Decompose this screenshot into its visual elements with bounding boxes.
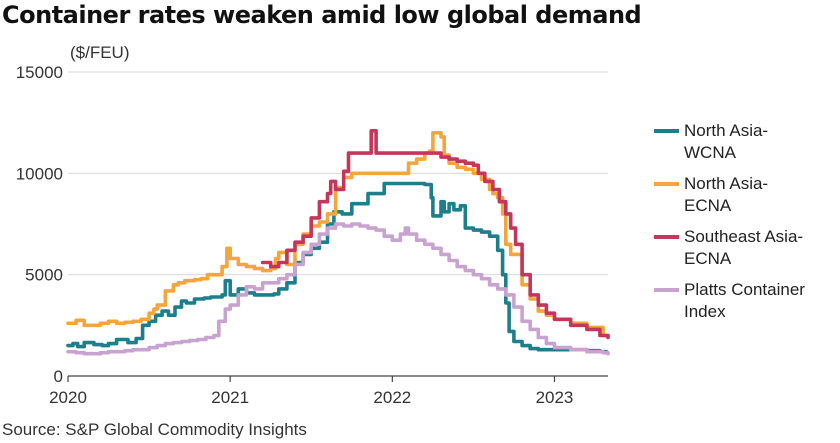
x-tick-label-2022: 2022 bbox=[373, 388, 411, 407]
legend-label-0: WCNA bbox=[684, 143, 736, 162]
series-line-3 bbox=[66, 222, 610, 356]
y-tick-label-10000: 10000 bbox=[16, 164, 63, 183]
x-tick-label-2021: 2021 bbox=[211, 388, 249, 407]
chart-title: Container rates weaken amid low global d… bbox=[2, 1, 642, 29]
legend-swatch-0 bbox=[654, 129, 679, 133]
y-tick-label-5000: 5000 bbox=[25, 266, 63, 285]
y-tick-label-15000: 15000 bbox=[16, 63, 63, 82]
legend-item-1: North Asia- ECNA bbox=[654, 173, 840, 217]
legend-label-3: Index bbox=[684, 302, 726, 321]
legend-swatch-1 bbox=[654, 182, 679, 186]
legend-label-3: Platts Container bbox=[684, 280, 805, 299]
legend-item-2: Southeast Asia- ECNA bbox=[654, 226, 840, 270]
series-line-1 bbox=[66, 131, 610, 338]
y-axis-unit-label: ($/FEU) bbox=[70, 43, 130, 62]
series-line-2 bbox=[260, 129, 610, 340]
x-tick-label-2023: 2023 bbox=[536, 388, 574, 407]
legend-item-0: North Asia- WCNA bbox=[654, 120, 840, 164]
legend-label-0: North Asia- bbox=[684, 121, 769, 140]
legend-label-2: Southeast Asia- bbox=[684, 227, 804, 246]
legend-label-1: North Asia- bbox=[684, 174, 769, 193]
legend-item-3: Platts Container Index bbox=[654, 279, 840, 323]
y-tick-label-0: 0 bbox=[54, 367, 63, 386]
legend-swatch-3 bbox=[654, 288, 679, 292]
x-tick-label-2020: 2020 bbox=[49, 388, 87, 407]
legend-swatch-2 bbox=[654, 235, 679, 239]
source-note: Source: S&P Global Commodity Insights bbox=[2, 420, 307, 439]
chart-legend: North Asia- WCNA North Asia- ECNA Southeast … bbox=[654, 120, 840, 332]
legend-label-1: ECNA bbox=[684, 196, 732, 215]
legend-label-2: ECNA bbox=[684, 249, 732, 268]
